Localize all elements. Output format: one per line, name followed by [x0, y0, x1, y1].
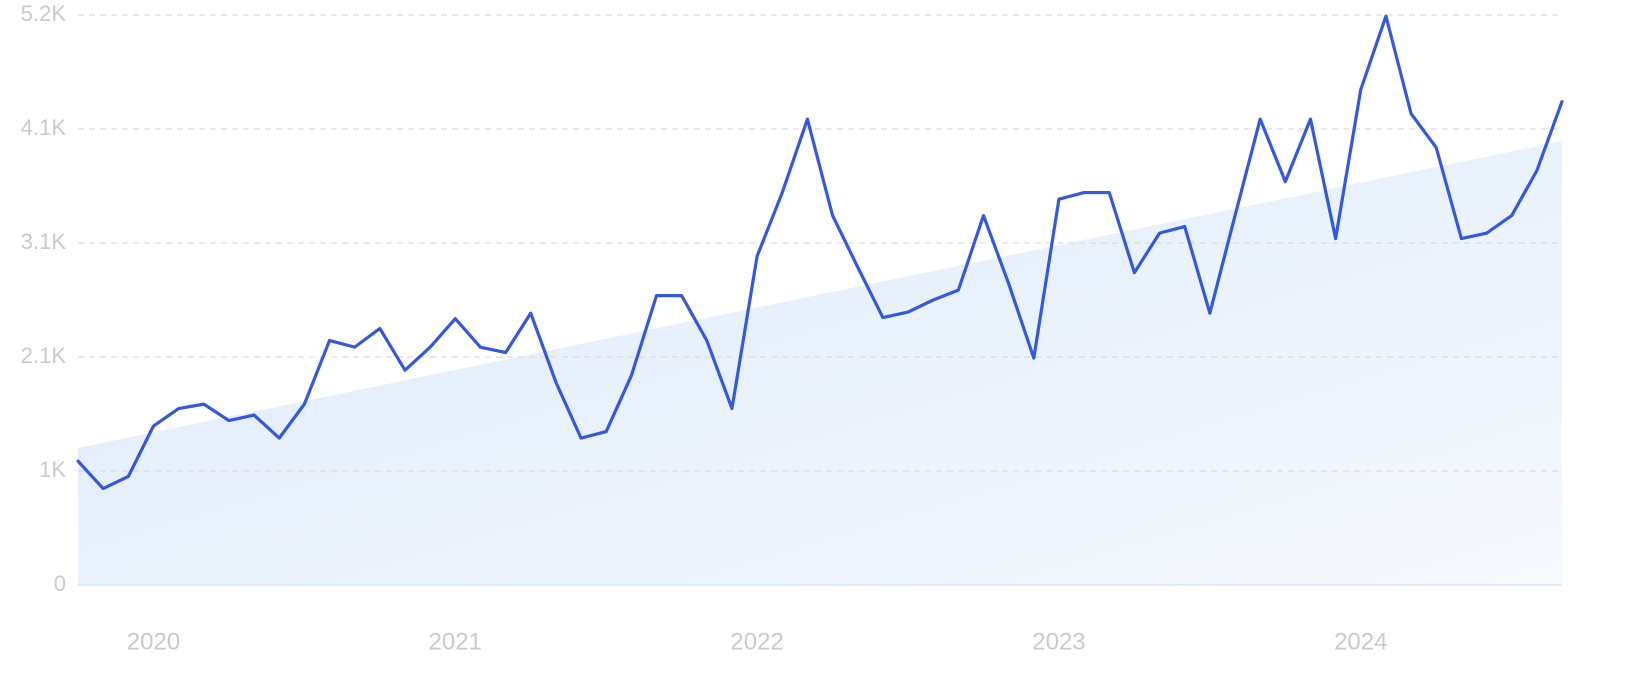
y-tick-label: 5.2K	[21, 1, 67, 26]
line-series	[76, 14, 1564, 491]
y-tick-label: 0	[54, 571, 66, 596]
x-tick-label: 2021	[429, 628, 482, 655]
y-tick-label: 1K	[39, 457, 66, 482]
x-tick-label: 2020	[127, 628, 180, 655]
x-tick-label: 2024	[1334, 628, 1387, 655]
y-tick-label: 4.1K	[21, 115, 67, 140]
y-tick-label: 3.1K	[21, 229, 67, 254]
x-tick-label: 2022	[730, 628, 783, 655]
y-tick-label: 2.1K	[21, 343, 67, 368]
x-tick-label: 2023	[1032, 628, 1085, 655]
